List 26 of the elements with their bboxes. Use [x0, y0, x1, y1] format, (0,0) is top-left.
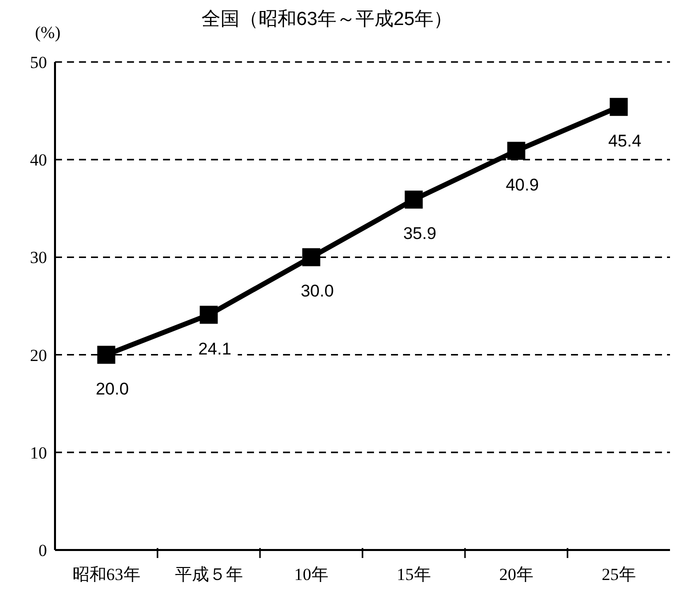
- point: [610, 98, 628, 116]
- y-tick-label: 20: [30, 346, 47, 365]
- point: [404, 190, 423, 209]
- y-tick-label: 10: [30, 443, 47, 462]
- point: [97, 346, 116, 364]
- data-label: 30.0: [300, 282, 334, 301]
- x-tick-label: 15年: [396, 565, 431, 584]
- point: [302, 248, 320, 266]
- y-tick-label: 0: [38, 541, 47, 560]
- x-tick-label: 20年: [499, 565, 534, 584]
- data-label: 35.9: [403, 224, 436, 244]
- x-tick-label: 10年: [294, 565, 328, 584]
- y-tick-label: 30: [30, 248, 47, 268]
- data-label: 40.9: [506, 175, 539, 194]
- y-tick-label: 50: [30, 53, 47, 72]
- point: [507, 142, 526, 160]
- y-tick-label: 40: [30, 150, 47, 170]
- x-tick-label: 平成５年: [174, 565, 243, 584]
- data-label: 24.1: [198, 339, 232, 358]
- x-tick-label: 25年: [602, 565, 636, 584]
- chart-title: 全国（昭和63年～平成25年）: [201, 9, 453, 30]
- y-axis-title: (%): [35, 23, 60, 42]
- data-label: 20.0: [96, 379, 129, 398]
- x-tick-label: 昭和63年: [72, 565, 140, 584]
- data-label: 45.4: [608, 131, 642, 150]
- point: [200, 306, 218, 324]
